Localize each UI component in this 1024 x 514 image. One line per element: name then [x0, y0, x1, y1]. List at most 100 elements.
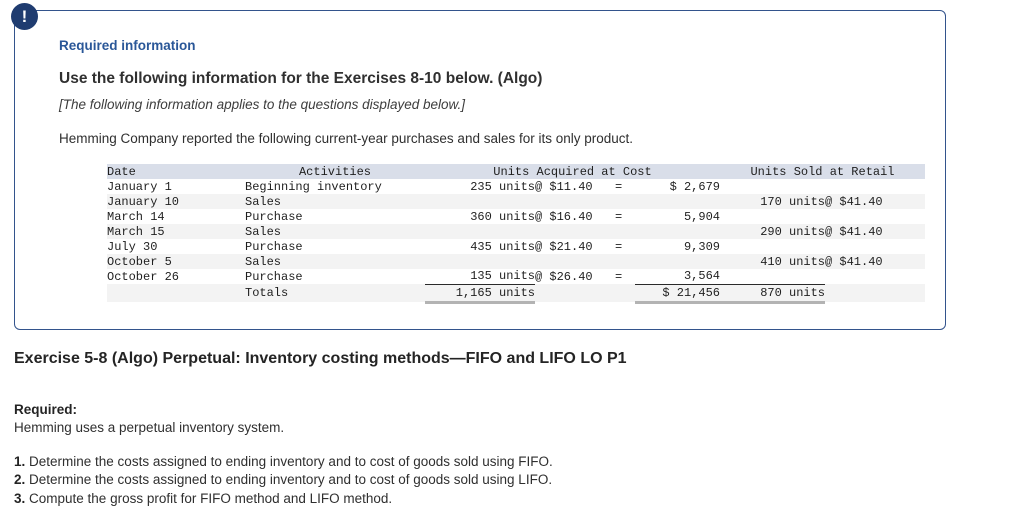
table-cell-at-retail	[825, 209, 925, 224]
table-cell-activity: Sales	[245, 254, 282, 269]
header-units-acquired: Units Acquired at Cost	[493, 164, 652, 179]
table-cell-date	[107, 284, 245, 302]
required-information-callout: Required information Use the following i…	[14, 10, 946, 330]
table-row: July 30 Purchase 435 units @ $21.40 = 9,309	[107, 239, 925, 254]
table-cell-units-acq: 1,165 units	[425, 284, 535, 304]
table-cell-units-acq: 435 units	[470, 239, 535, 254]
table-cell-eq: =	[615, 209, 623, 224]
table-cell-eq	[615, 254, 635, 269]
table-row: March 15 Sales 290 units @ $41.40	[107, 224, 925, 239]
table-cell-units-acq: 235 units	[470, 179, 535, 194]
table-cell-at-retail	[825, 239, 925, 254]
callout-content: Required information Use the following i…	[59, 11, 935, 329]
table-cell-at-cost	[535, 194, 615, 209]
table-cell-at-retail	[825, 269, 925, 284]
exercise-title: Exercise 5-8 (Algo) Perpetual: Inventory…	[14, 350, 627, 367]
table-cell-amount	[635, 194, 720, 209]
table-cell-activity: Sales	[245, 224, 282, 239]
table-cell-eq: =	[615, 239, 623, 254]
table-row: March 14 Purchase 360 units @ $16.40 = 5,904	[107, 209, 925, 224]
table-cell-at-cost: @ $16.40	[535, 209, 593, 224]
table-cell-at-cost	[535, 284, 615, 302]
table-cell-activity: Totals	[245, 286, 289, 300]
table-cell-at-retail: @ $41.40	[825, 254, 883, 269]
table-cell-amount	[635, 224, 720, 239]
table-cell-date: October 5	[107, 254, 172, 269]
requirement-item-number: 3.	[14, 490, 26, 506]
table-cell-units-sold: 410 units	[760, 254, 825, 269]
table-cell-units-sold: 870 units	[720, 284, 825, 304]
table-cell-units-sold	[720, 269, 825, 285]
table-cell-at-cost	[535, 254, 615, 269]
table-cell-eq: =	[615, 179, 623, 194]
requirement-item-number: 2.	[14, 472, 26, 488]
table-cell-units-sold	[720, 209, 825, 224]
requirement-items: 1. Determine the costs assigned to endin…	[14, 453, 553, 508]
callout-intro: Hemming Company reported the following c…	[59, 131, 634, 146]
table-cell-amount: 5,904	[683, 209, 720, 224]
table-cell-units-acq	[425, 224, 535, 239]
table-cell-activity: Purchase	[245, 269, 303, 284]
table-cell-at-cost	[535, 224, 615, 239]
requirement-item: 1. Determine the costs assigned to endin…	[14, 453, 553, 471]
table-cell-activity: Purchase	[245, 239, 303, 254]
callout-title: Use the following information for the Ex…	[59, 70, 543, 87]
table-row: October 26 Purchase 135 units @ $26.40 = 3,56…	[107, 269, 925, 285]
table-cell-activity: Sales	[245, 194, 282, 209]
required-information-heading: Required information	[59, 38, 196, 53]
table-cell-date: March 15	[107, 224, 165, 239]
inventory-table-wrap: Date Activities Units Acquired at Cost U…	[107, 164, 925, 304]
table-cell-amount: 3,564	[635, 269, 720, 285]
requirement-item-text: Determine the costs assigned to ending i…	[25, 472, 553, 488]
table-header-row: Date Activities Units Acquired at Cost U…	[107, 164, 925, 179]
table-cell-at-retail: @ $41.40	[825, 194, 883, 209]
table-row: October 5 Sales 410 units @ $41.40	[107, 254, 925, 269]
table-cell-at-retail	[825, 179, 925, 194]
table-cell-amount: 9,309	[683, 239, 720, 254]
table-row: January 10 Sales 170 units @ $41.40	[107, 194, 925, 209]
table-cell-date: March 14	[107, 209, 165, 224]
table-cell-units-sold	[720, 179, 825, 194]
table-cell-activity: Beginning inventory	[245, 179, 382, 194]
table-cell-amount: $ 21,456	[635, 284, 720, 304]
callout-note: [The following information applies to th…	[59, 97, 465, 112]
table-cell-amount: $ 2,679	[669, 179, 720, 194]
header-date: Date	[107, 164, 136, 179]
table-cell-activity: Purchase	[245, 209, 303, 224]
table-cell-units-acq: 135 units	[425, 269, 535, 285]
table-cell-at-cost: @ $21.40	[535, 239, 593, 254]
table-cell-eq	[615, 224, 635, 239]
table-cell-at-cost: @ $26.40	[535, 269, 593, 284]
table-cell-units-sold	[720, 239, 825, 254]
exclamation-icon: !	[11, 3, 38, 30]
table-cell-units-sold: 290 units	[760, 224, 825, 239]
table-cell-date: January 1	[107, 179, 172, 194]
table-cell-eq	[615, 284, 635, 302]
table-cell-units-sold: 170 units	[760, 194, 825, 209]
table-cell-at-cost: @ $11.40	[535, 179, 593, 194]
table-cell-at-retail: @ $41.40	[825, 224, 883, 239]
requirement-item-text: Compute the gross profit for FIFO method…	[25, 490, 393, 506]
required-label: Required:	[14, 402, 78, 417]
table-cell-date: October 26	[107, 269, 180, 284]
inventory-table-body: January 1 Beginning inventory 235 units @ $…	[107, 179, 925, 304]
table-row-totals: Totals 1,165 units $ 21,456 870 units	[107, 284, 925, 304]
table-cell-date: January 10	[107, 194, 180, 209]
table-cell-eq	[615, 194, 635, 209]
requirement-item: 2. Determine the costs assigned to endin…	[14, 471, 553, 489]
table-cell-units-acq: 360 units	[470, 209, 535, 224]
table-cell-eq: =	[615, 269, 623, 284]
table-row: January 1 Beginning inventory 235 units @ $…	[107, 179, 925, 194]
table-cell-units-acq	[425, 254, 535, 269]
inventory-table: Date Activities Units Acquired at Cost U…	[107, 164, 925, 304]
required-text: Hemming uses a perpetual inventory syste…	[14, 420, 285, 435]
table-cell-date: July 30	[107, 239, 158, 254]
requirement-item-text: Determine the costs assigned to ending i…	[25, 454, 553, 469]
table-cell-amount	[635, 254, 720, 269]
table-cell-units-acq	[425, 194, 535, 209]
requirement-item-number: 1.	[14, 454, 26, 469]
table-cell-at-retail	[825, 284, 925, 302]
header-activities: Activities	[298, 164, 371, 179]
header-units-sold: Units Sold at Retail	[750, 164, 895, 179]
